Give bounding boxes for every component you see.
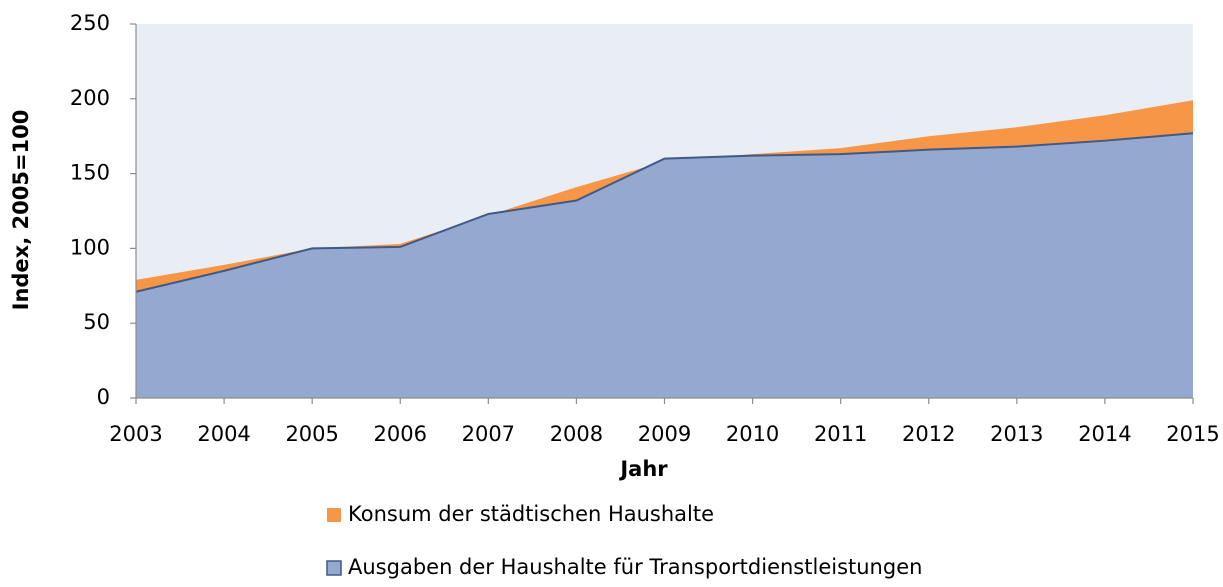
x-tick-label: 2004	[197, 422, 250, 446]
x-tick-label: 2006	[374, 422, 427, 446]
area	[136, 133, 1193, 398]
area-outline	[135, 132, 1194, 293]
y-tick-label: 250	[70, 11, 110, 35]
legend-swatch	[326, 560, 342, 576]
y-tick-label: 100	[70, 235, 110, 259]
x-tick-label: 2005	[285, 422, 338, 446]
x-tick-label: 2015	[1166, 422, 1219, 446]
x-tick-label: 2009	[638, 422, 691, 446]
y-tick-label: 0	[97, 385, 110, 409]
x-tick-label: 2013	[990, 422, 1043, 446]
legend-label: Ausgaben der Haushalte für Transportdien…	[348, 555, 922, 579]
x-tick-label: 2014	[1078, 422, 1131, 446]
legend-label: Konsum der städtischen Haushalte	[348, 502, 714, 526]
x-tick-label: 2008	[550, 422, 603, 446]
y-tick-label: 200	[70, 86, 110, 110]
x-tick-label: 2012	[902, 422, 955, 446]
y-tick-label: 150	[70, 161, 110, 185]
x-tick-label: 2007	[462, 422, 515, 446]
y-axis-title: Index, 2005=100	[9, 110, 33, 311]
x-axis-title: Jahr	[618, 457, 668, 481]
x-tick-label: 2011	[814, 422, 867, 446]
legend-swatch	[327, 508, 341, 522]
x-tick-label: 2003	[109, 422, 162, 446]
y-tick-label: 50	[83, 310, 110, 334]
x-tick-label: 2010	[726, 422, 779, 446]
